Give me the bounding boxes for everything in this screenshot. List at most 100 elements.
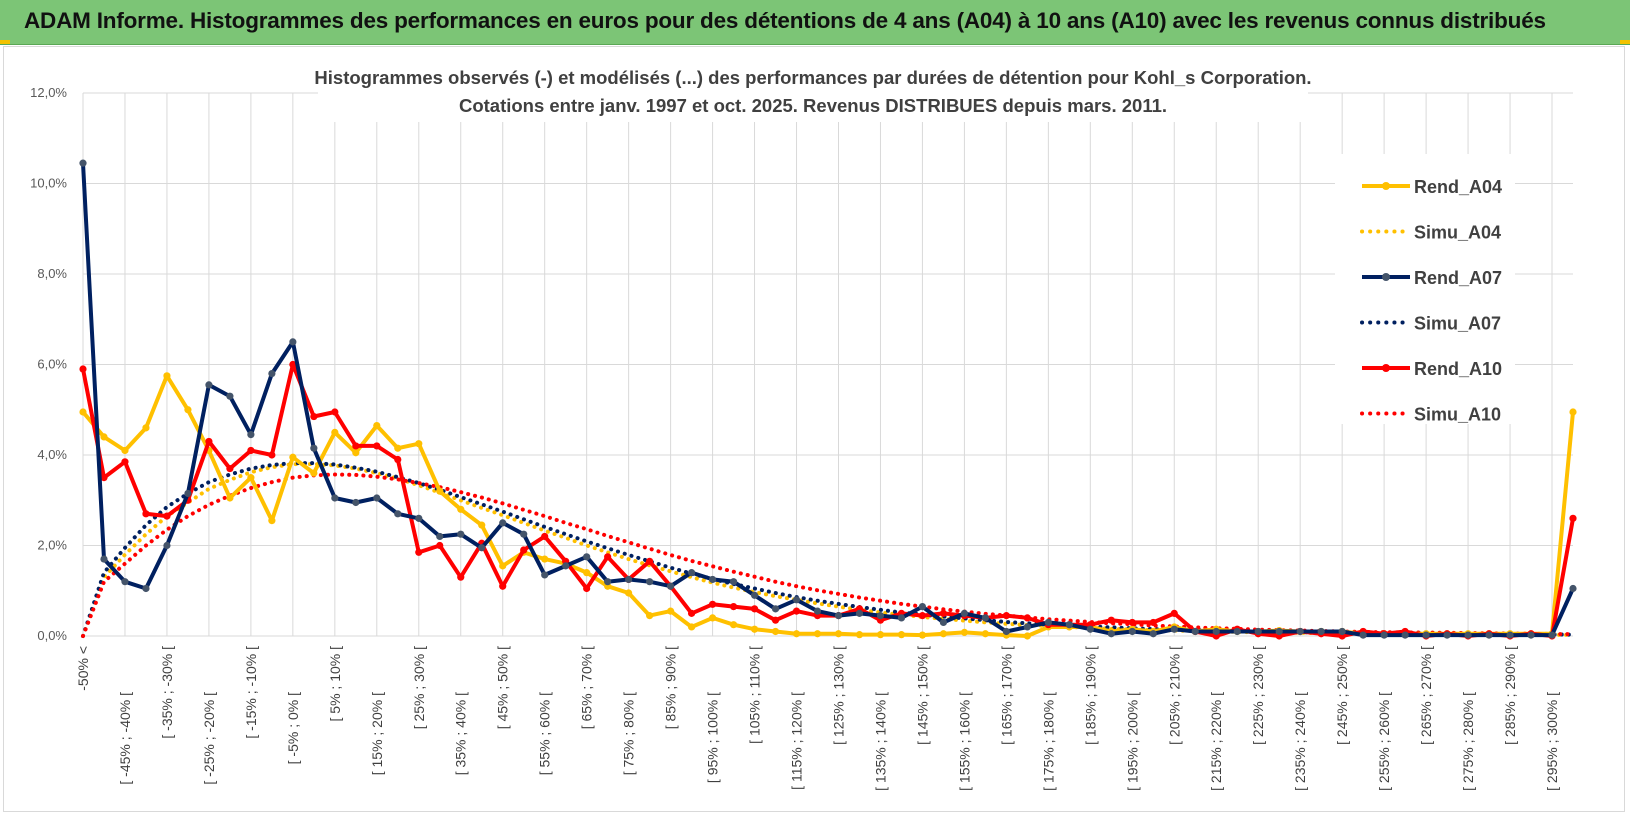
performance-histogram-chart: 0,0% 2,0% 4,0% 6,0% 8,0% 10,0% 12,0% -50% < [ -… xyxy=(30,60,1577,791)
data-point xyxy=(813,607,822,615)
x-tick-label: [ 195% ; 200% [ xyxy=(1124,692,1140,791)
data-point xyxy=(1401,631,1409,639)
x-tick-label: [ 265% ; 270% [ xyxy=(1418,646,1434,745)
data-point xyxy=(604,553,612,561)
data-point xyxy=(1086,625,1094,633)
x-tick-label: [ 185% ; 190% [ xyxy=(1082,646,1098,745)
x-tick-label: [ 55% ; 60% [ xyxy=(537,692,553,775)
data-point xyxy=(1065,621,1073,629)
data-point xyxy=(792,607,801,615)
x-tick-label: [ 115% ; 120% [ xyxy=(789,692,805,790)
data-point xyxy=(1464,631,1472,639)
report-title: ADAM Informe. Histogrammes des performan… xyxy=(24,8,1546,33)
legend-marker xyxy=(1382,364,1390,372)
data-point xyxy=(1170,625,1178,633)
data-point xyxy=(100,555,108,563)
x-tick-label: [ 95% ; 100% [ xyxy=(705,692,721,783)
data-point xyxy=(79,408,87,416)
x-tick-label: [ 275% ; 280% [ xyxy=(1460,692,1476,791)
data-point xyxy=(541,555,549,563)
data-point xyxy=(478,544,486,552)
data-point xyxy=(184,406,192,414)
data-point xyxy=(1044,618,1052,627)
data-point xyxy=(163,541,171,550)
data-point xyxy=(415,514,423,522)
data-point xyxy=(729,621,738,629)
data-point xyxy=(876,612,885,620)
data-point xyxy=(310,469,318,477)
data-point xyxy=(939,618,948,627)
data-point xyxy=(625,575,633,584)
x-tick-label: -50% < xyxy=(75,646,91,691)
chart-title-line-2: Cotations entre janv. 1997 et oct. 2025.… xyxy=(459,95,1167,116)
data-point xyxy=(79,159,87,167)
x-tick-label: [ 255% ; 260% [ xyxy=(1376,692,1392,791)
data-point xyxy=(834,612,843,620)
data-point xyxy=(1233,627,1241,636)
data-point xyxy=(750,625,759,633)
data-point xyxy=(415,548,423,556)
data-point xyxy=(792,596,801,604)
x-tick-label: [ -45% ; -40% [ xyxy=(117,692,133,785)
data-point xyxy=(646,612,654,620)
data-point xyxy=(1212,627,1220,636)
banner-accent-right xyxy=(1620,40,1630,44)
x-tick-label: [ 105% ; 110% [ xyxy=(747,646,763,744)
data-point xyxy=(1506,631,1514,639)
data-point xyxy=(415,440,423,448)
data-point xyxy=(268,451,276,459)
data-point xyxy=(163,512,171,520)
data-point xyxy=(1002,627,1010,636)
data-point xyxy=(1002,612,1010,620)
data-point xyxy=(142,510,150,518)
x-axis-ticks: -50% < [ -45% ; -40% [[ -35% ; -30% [[ -2… xyxy=(75,646,1560,791)
data-point xyxy=(499,582,507,590)
banner-accent-left xyxy=(0,40,10,44)
data-point xyxy=(792,630,801,638)
data-point xyxy=(352,498,360,507)
y-axis-ticks: 0,0% 2,0% 4,0% 6,0% 8,0% 10,0% 12,0% xyxy=(30,85,67,643)
data-point xyxy=(667,582,675,590)
data-point xyxy=(918,602,927,611)
data-point xyxy=(1275,627,1283,636)
data-point xyxy=(331,494,339,502)
legend-label-simu-a04: Simu_A04 xyxy=(1414,223,1501,243)
data-point xyxy=(436,487,444,495)
data-point xyxy=(708,600,717,608)
data-point xyxy=(121,446,129,455)
data-point xyxy=(708,614,717,622)
data-point xyxy=(457,530,465,538)
data-point xyxy=(562,562,570,570)
data-point xyxy=(1170,609,1178,617)
data-point xyxy=(1548,631,1556,639)
data-point xyxy=(436,541,444,550)
data-point xyxy=(750,591,759,599)
data-point xyxy=(687,623,696,631)
data-point xyxy=(1254,627,1262,636)
y-tick-label: 12,0% xyxy=(30,85,67,100)
data-point xyxy=(1023,632,1031,640)
data-point xyxy=(960,609,969,617)
data-point xyxy=(1149,618,1157,627)
data-point xyxy=(247,474,255,482)
data-point xyxy=(100,433,108,441)
data-point xyxy=(520,546,528,554)
data-point xyxy=(708,575,717,584)
x-tick-label: [ 295% ; 300% [ xyxy=(1544,692,1560,791)
x-tick-label: [ 165% ; 170% [ xyxy=(998,646,1014,745)
legend: Rend_A04 Simu_A04 Rend_A07 Simu_A07 Rend_A10… xyxy=(1335,154,1515,425)
x-tick-label: [ -25% ; -20% [ xyxy=(201,692,217,785)
data-point xyxy=(583,569,591,577)
data-point xyxy=(1023,623,1031,631)
data-point xyxy=(121,458,129,466)
x-tick-label: [ 205% ; 210% [ xyxy=(1166,646,1182,745)
data-point xyxy=(373,442,381,450)
legend-background xyxy=(1335,154,1515,424)
series-lines xyxy=(79,159,1577,640)
data-point xyxy=(268,369,276,378)
data-point xyxy=(1443,631,1451,639)
data-point xyxy=(583,584,591,593)
data-point xyxy=(226,494,234,502)
data-point xyxy=(604,578,612,586)
x-tick-label: [ -5% ; 0% [ xyxy=(285,692,301,764)
